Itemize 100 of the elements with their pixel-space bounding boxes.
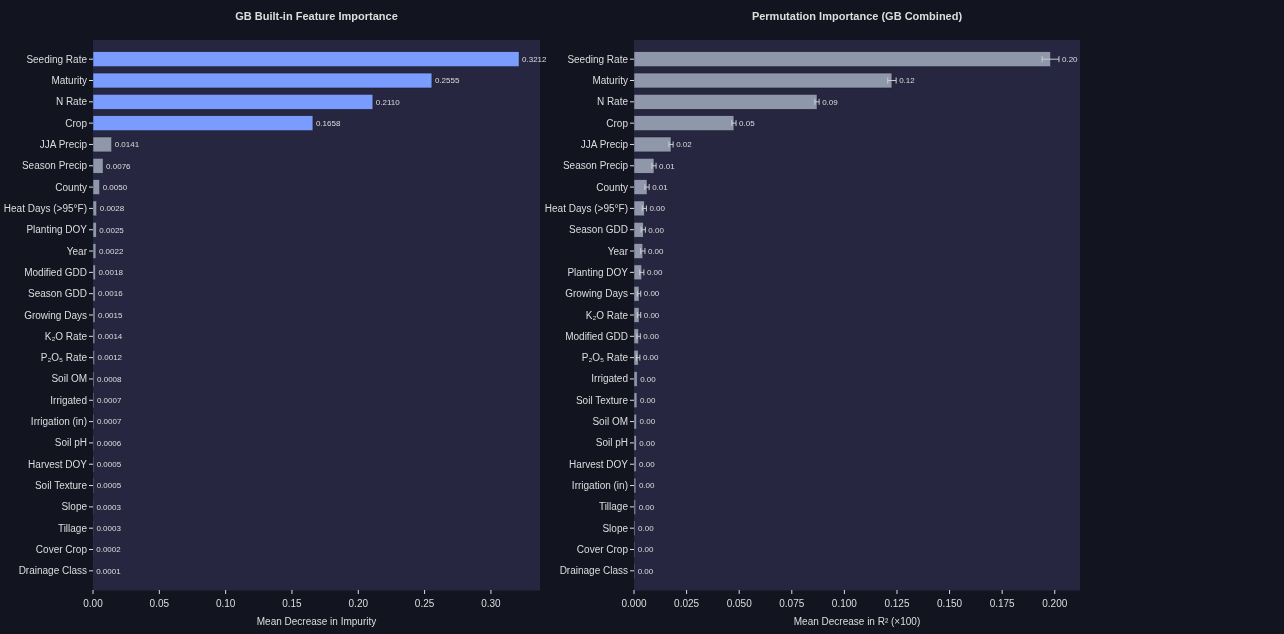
x-axis-title: Mean Decrease in R² (×100) [793, 616, 921, 627]
y-tick-label: Soil OM [592, 416, 628, 428]
bar [92, 285, 96, 302]
y-tick-label: Tillage [57, 522, 88, 534]
x-axis-title: Mean Decrease in Impurity [256, 616, 377, 627]
y-tick-label: Maturity [592, 75, 628, 86]
bar [633, 179, 648, 195]
bar [633, 435, 637, 451]
y-tick-label: Soil OM [51, 373, 87, 385]
x-tick-label: 0.200 [1042, 598, 1068, 609]
bar [633, 136, 672, 153]
bar [92, 200, 97, 217]
y-tick-label: P₂O₅ Rate [581, 352, 629, 364]
data-label: 0.00 [647, 246, 665, 256]
data-label: 0.0014 [97, 332, 123, 342]
data-label: 0.0003 [96, 502, 122, 512]
y-tick-label: Season GDD [569, 224, 628, 236]
data-label: 0.3212 [522, 54, 548, 64]
data-label: 0.0012 [97, 353, 123, 363]
y-tick-label: Seeding Rate [567, 53, 629, 65]
data-label: 0.0001 [96, 566, 122, 576]
x-tick-label: 0.00 [83, 598, 104, 609]
data-label: 0.05 [739, 118, 756, 128]
y-tick-label: Growing Days [565, 288, 628, 300]
x-tick-label: 0.15 [282, 598, 303, 609]
y-tick-label: Cover Crop [576, 544, 629, 555]
data-label: 0.00 [648, 225, 665, 235]
data-label: 0.0076 [106, 161, 132, 171]
bar [633, 413, 637, 430]
data-label: 0.2555 [434, 76, 460, 86]
y-tick-label: JJA Precip [39, 138, 88, 150]
y-tick-label: Slope [602, 522, 629, 534]
data-label: 0.01 [659, 161, 676, 171]
y-tick-label: Planting DOY [26, 224, 88, 236]
data-label: 0.1658 [315, 118, 341, 128]
bar [633, 243, 644, 259]
x-tick-label: 0.25 [414, 598, 435, 609]
y-tick-label: Season Precip [562, 160, 629, 172]
data-label: 0.12 [899, 76, 916, 86]
bar [633, 158, 655, 174]
bar [633, 115, 735, 131]
y-tick-label: K₂O Rate [44, 330, 88, 342]
y-tick-label: Season GDD [28, 288, 87, 300]
y-tick-label: Irrigation (in) [30, 416, 87, 428]
y-tick-label: P₂O₅ Rate [40, 352, 88, 364]
x-tick-label: 0.30 [481, 598, 502, 609]
data-label: 0.0022 [98, 246, 124, 256]
data-label: 0.02 [676, 140, 693, 150]
x-tick-label: 0.05 [149, 598, 170, 609]
data-label: 0.0016 [98, 289, 124, 299]
y-tick-label: Modified GDD [24, 266, 87, 278]
bar [633, 222, 644, 238]
y-tick-label: Year [607, 245, 629, 257]
bar [633, 285, 640, 302]
y-tick-label: Harvest DOY [569, 458, 629, 470]
y-tick-label: Maturity [51, 75, 87, 86]
data-label: 0.0003 [96, 523, 122, 533]
bar [633, 51, 1051, 67]
x-tick-label: 0.075 [779, 598, 805, 609]
data-label: 0.00 [637, 545, 654, 555]
data-label: 0.00 [637, 566, 654, 576]
y-tick-label: Soil Texture [34, 480, 88, 492]
y-tick-label: County [55, 181, 87, 193]
bar [92, 115, 314, 131]
data-label: 0.00 [649, 204, 666, 214]
data-label: 0.20 [1061, 54, 1079, 64]
bar [633, 72, 893, 89]
y-tick-label: County [596, 181, 628, 193]
data-label: 0.00 [638, 523, 655, 533]
data-label: 0.00 [643, 332, 660, 342]
y-tick-label: Harvest DOY [28, 458, 88, 470]
data-label: 0.00 [639, 396, 657, 406]
data-label: 0.0025 [99, 225, 125, 235]
y-tick-label: Year [66, 245, 88, 257]
x-tick-label: 0.175 [989, 598, 1016, 609]
y-tick-label: Crop [65, 117, 88, 129]
y-tick-label: K₂O Rate [585, 309, 629, 321]
y-tick-label: Modified GDD [565, 330, 628, 342]
bar [92, 94, 374, 110]
y-tick-label: Crop [606, 117, 629, 129]
y-tick-label: Irrigated [50, 394, 87, 406]
bar [633, 392, 638, 408]
bar [92, 222, 97, 238]
data-label: 0.00 [643, 310, 660, 320]
data-label: 0.00 [639, 438, 656, 448]
y-tick-label: Cover Crop [35, 544, 88, 555]
data-label: 0.0007 [96, 417, 122, 427]
x-tick-label: 0.025 [674, 598, 700, 609]
y-tick-label: Heat Days (>95°F) [544, 202, 628, 214]
data-label: 0.01 [652, 182, 669, 192]
data-label: 0.00 [638, 502, 655, 512]
data-label: 0.0008 [97, 374, 123, 384]
bar [92, 158, 104, 174]
y-tick-label: Irrigated [591, 373, 628, 385]
bar [633, 264, 643, 281]
data-label: 0.2110 [375, 97, 401, 107]
x-tick-label: 0.150 [937, 598, 963, 609]
chart-title: GB Built-in Feature Importance [235, 10, 398, 22]
y-tick-label: Seeding Rate [26, 53, 88, 65]
x-tick-label: 0.000 [621, 598, 647, 609]
